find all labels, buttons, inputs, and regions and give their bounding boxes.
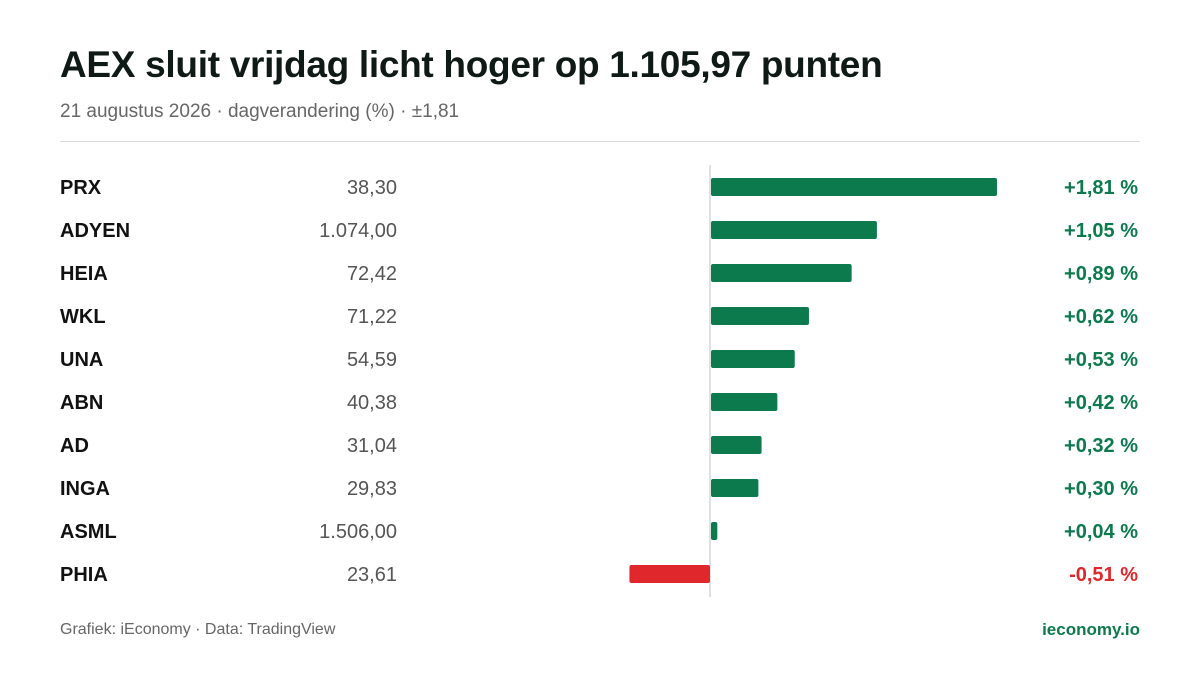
bar-inga bbox=[711, 479, 759, 497]
ticker-label: WKL bbox=[60, 306, 106, 328]
value-label: -0,51 % bbox=[1069, 564, 1138, 586]
ticker-label: PHIA bbox=[60, 564, 108, 586]
chart-subtitle: 21 augustus 2026 · dagverandering (%) · … bbox=[60, 101, 460, 122]
bar-wkl bbox=[711, 307, 809, 325]
value-label: +0,04 % bbox=[1064, 521, 1138, 543]
price-label: 38,30 bbox=[347, 177, 397, 199]
price-label: 1.074,00 bbox=[319, 220, 397, 242]
price-label: 71,22 bbox=[347, 306, 397, 328]
header-divider bbox=[60, 141, 1140, 142]
bar-una bbox=[711, 350, 795, 368]
bar-abn bbox=[711, 393, 778, 411]
value-label: +0,30 % bbox=[1064, 478, 1138, 500]
source-credit: Grafiek: iEconomy · Data: TradingView bbox=[60, 621, 336, 638]
chart-title: AEX sluit vrijdag licht hoger op 1.105,9… bbox=[60, 44, 883, 85]
ticker-label: HEIA bbox=[60, 263, 108, 285]
price-label: 29,83 bbox=[347, 478, 397, 500]
value-label: +0,32 % bbox=[1064, 435, 1138, 457]
ticker-label: INGA bbox=[60, 478, 110, 500]
price-label: 1.506,00 bbox=[319, 521, 397, 543]
ticker-label: ASML bbox=[60, 521, 117, 543]
bar-heia bbox=[711, 264, 852, 282]
bar-asml bbox=[711, 522, 718, 540]
price-label: 54,59 bbox=[347, 349, 397, 371]
bar-prx bbox=[711, 178, 997, 196]
value-label: +0,42 % bbox=[1064, 392, 1138, 414]
ticker-label: UNA bbox=[60, 349, 103, 371]
price-label: 31,04 bbox=[347, 435, 397, 457]
value-label: +1,81 % bbox=[1064, 177, 1138, 199]
value-label: +1,05 % bbox=[1064, 220, 1138, 242]
bar-phia bbox=[629, 565, 710, 583]
brand-link[interactable]: ieconomy.io bbox=[1042, 620, 1140, 639]
price-label: 72,42 bbox=[347, 263, 397, 285]
price-label: 40,38 bbox=[347, 392, 397, 414]
bar-ad bbox=[711, 436, 762, 454]
ticker-label: ABN bbox=[60, 392, 103, 414]
ticker-label: PRX bbox=[60, 177, 102, 199]
ticker-label: AD bbox=[60, 435, 89, 457]
ticker-label: ADYEN bbox=[60, 220, 130, 242]
price-label: 23,61 bbox=[347, 564, 397, 586]
value-label: +0,89 % bbox=[1064, 263, 1138, 285]
bar-adyen bbox=[711, 221, 877, 239]
value-label: +0,62 % bbox=[1064, 306, 1138, 328]
value-label: +0,53 % bbox=[1064, 349, 1138, 371]
